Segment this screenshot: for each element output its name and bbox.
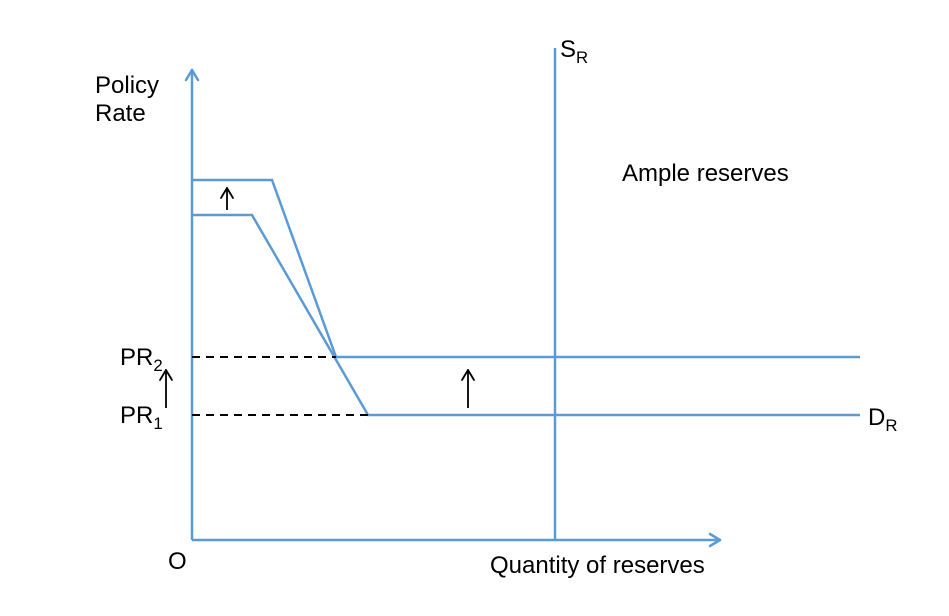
x-axis-title: Quantity of reserves <box>490 552 705 580</box>
dr-label: DR <box>868 404 897 436</box>
y-axis-title-line2: Rate <box>95 100 146 127</box>
pr1-label: PR1 <box>120 402 163 434</box>
ample-reserves-label: Ample reserves <box>622 160 789 188</box>
y-axis-title-line1: Policy <box>95 72 159 99</box>
pr2-label: PR2 <box>120 344 163 376</box>
y-axis-title: Policy Rate <box>95 72 159 127</box>
origin-label: O <box>168 548 187 576</box>
sr-label: SR <box>560 36 588 68</box>
